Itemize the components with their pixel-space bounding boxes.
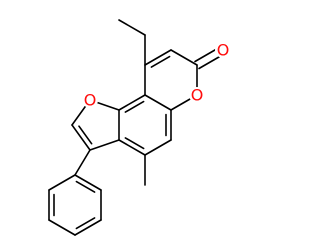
molecule-diagram: O O O: [48, 19, 231, 236]
bond: [75, 217, 96, 230]
bond: [144, 49, 172, 66]
bond: [48, 219, 76, 236]
bond: [78, 125, 93, 145]
pyran-oxygen: O: [191, 86, 204, 105]
atom-labels: O O O: [82, 41, 231, 110]
bond: [124, 100, 145, 113]
bond: [118, 19, 146, 36]
label-mask: [215, 42, 231, 58]
bond: [71, 124, 91, 151]
bond: [170, 49, 198, 66]
bond: [118, 94, 146, 111]
bond: [150, 55, 171, 68]
label-mask: [189, 87, 205, 103]
bonds: [48, 19, 226, 236]
bond: [74, 174, 102, 191]
bond: [124, 137, 145, 150]
bond: [144, 139, 172, 156]
bond: [75, 180, 96, 193]
bond: [74, 219, 102, 236]
furan-oxygen: O: [84, 91, 97, 110]
bond: [74, 149, 91, 176]
bond: [89, 139, 120, 151]
bond: [48, 174, 76, 191]
bond: [118, 139, 146, 156]
label-mask: [82, 92, 98, 108]
carbonyl-oxygen: O: [217, 41, 230, 60]
bond: [144, 94, 172, 111]
